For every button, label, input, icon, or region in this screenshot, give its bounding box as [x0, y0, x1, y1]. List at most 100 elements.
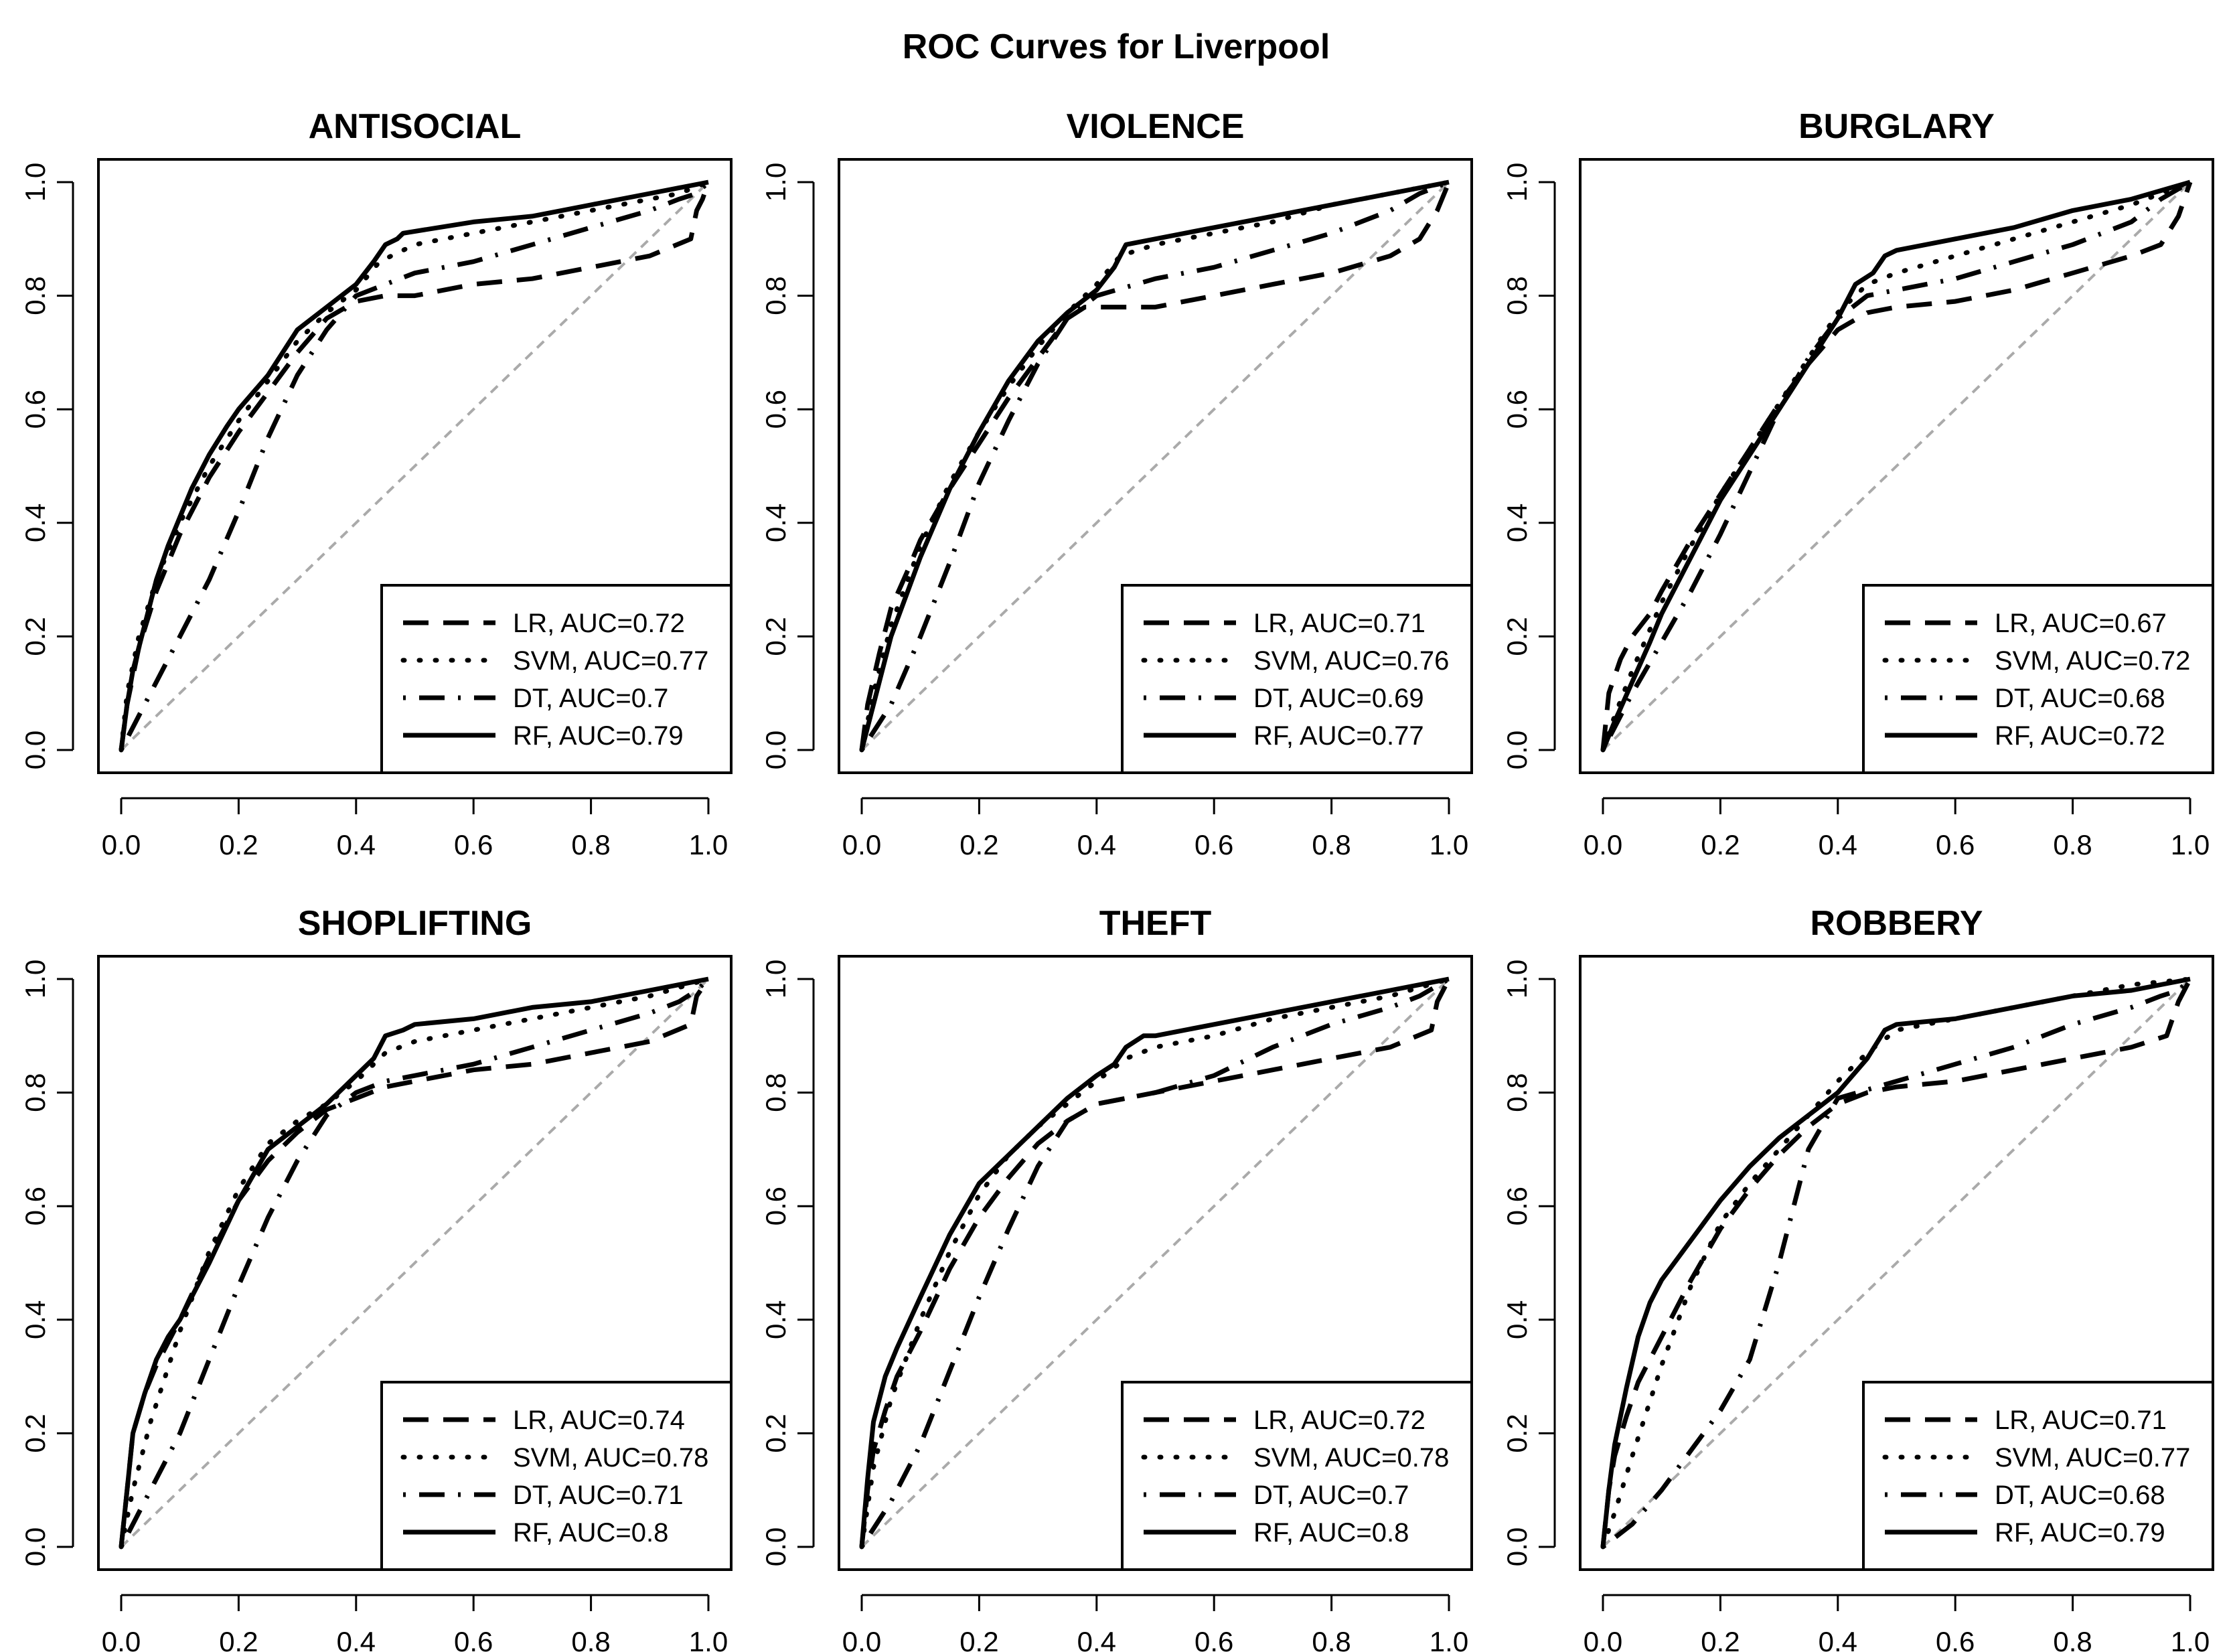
legend-label-svm: SVM, AUC=0.76 — [1253, 646, 1449, 676]
roc-curve-rf — [1600, 179, 2191, 751]
roc-curve-svm — [859, 976, 1452, 1550]
reference-diagonal — [1602, 181, 2191, 751]
roc-curve-dt — [119, 180, 710, 751]
y-tick-label: 0.6 — [760, 390, 791, 429]
legend-label-dt: DT, AUC=0.7 — [1253, 1481, 1409, 1510]
x-tick-label: 0.6 — [454, 1626, 493, 1652]
y-tick-label: 0.8 — [760, 276, 791, 315]
legend-label-dt: DT, AUC=0.68 — [1995, 1481, 2165, 1510]
panel-title: SHOPLIFTING — [298, 904, 532, 943]
x-tick-label: 0.8 — [2053, 1626, 2092, 1652]
legend-box — [380, 1381, 733, 1571]
legend-box — [1121, 584, 1473, 774]
y-tick-label: 0.4 — [760, 504, 791, 542]
y-tick-label: 1.0 — [1501, 163, 1533, 202]
panel-theft: THEFT 0.0 0.2 0.4 0.6 0.8 1.0 0.0 0.2 0.4 0.6 0.8 1.… — [760, 904, 1473, 1652]
legend-label-svm: SVM, AUC=0.77 — [513, 646, 708, 676]
panel-title: VIOLENCE — [1067, 107, 1245, 146]
y-tick-label: 0.4 — [1501, 504, 1533, 542]
y-tick-label: 0.8 — [1501, 276, 1533, 315]
x-tick-label: 0.6 — [1936, 829, 1975, 860]
figure-title: ROC Curves for Liverpool — [903, 27, 1330, 66]
y-tick-label: 0.4 — [760, 1300, 791, 1339]
x-tick-label: 0.6 — [454, 829, 493, 860]
x-tick-label: 0.8 — [2053, 829, 2092, 860]
legend-label-dt: DT, AUC=0.71 — [513, 1481, 684, 1510]
y-tick-label: 0.0 — [760, 731, 791, 769]
roc-curve-rf — [1600, 976, 2191, 1548]
panel-robbery: ROBBERY 0.0 0.2 0.4 0.6 0.8 1.0 0.0 0.2 0.4 0.6 0.8… — [1501, 904, 2214, 1652]
x-tick-label: 0.6 — [1195, 1626, 1233, 1652]
panel-title: ROBBERY — [1810, 904, 1983, 943]
roc-curve-svm — [119, 976, 711, 1550]
legend: LR, AUC=0.72 SVM, AUC=0.78 DT, AUC=0.7 RF, … — [1121, 1381, 1473, 1571]
x-tick-label: 0.8 — [1312, 829, 1351, 860]
x-tick-label: 0.2 — [219, 829, 258, 860]
x-tick-label: 0.8 — [1312, 1626, 1351, 1652]
panel-title: THEFT — [1099, 904, 1212, 943]
legend-label-svm: SVM, AUC=0.72 — [1995, 646, 2190, 676]
x-tick-label: 0.6 — [1936, 1626, 1975, 1652]
y-tick-label: 0.8 — [19, 276, 51, 315]
x-tick-label: 0.4 — [1819, 1626, 1857, 1652]
legend-label-lr: LR, AUC=0.71 — [1995, 1406, 2167, 1435]
legend-box — [1121, 1381, 1473, 1571]
y-tick-label: 0.4 — [19, 1300, 51, 1339]
x-tick-label: 0.4 — [1077, 829, 1116, 860]
x-tick-label: 0.0 — [1584, 829, 1622, 860]
x-tick-label: 0.6 — [1195, 829, 1233, 860]
legend-label-svm: SVM, AUC=0.78 — [513, 1443, 708, 1473]
reference-diagonal — [1602, 978, 2191, 1548]
panel-antisocial: ANTISOCIAL 0.0 0.2 0.4 0.6 0.8 1.0 0.0 0.2 0.4 0.6… — [19, 107, 733, 860]
y-tick-label: 0.8 — [1501, 1073, 1533, 1112]
y-tick-label: 0.0 — [1501, 731, 1533, 769]
roc-curve-rf — [859, 976, 1450, 1548]
y-tick-label: 0.6 — [1501, 1187, 1533, 1225]
panel-violence: VIOLENCE 0.0 0.2 0.4 0.6 0.8 1.0 0.0 0.2 0.4 0.6 0.… — [760, 107, 1473, 860]
legend-label-dt: DT, AUC=0.68 — [1995, 684, 2165, 713]
y-tick-label: 0.4 — [1501, 1300, 1533, 1339]
x-tick-label: 0.2 — [959, 829, 998, 860]
y-tick-label: 0.6 — [19, 1187, 51, 1225]
x-tick-label: 0.2 — [959, 1626, 998, 1652]
x-tick-label: 1.0 — [1430, 829, 1468, 860]
x-tick-label: 0.4 — [1819, 829, 1857, 860]
x-tick-label: 0.2 — [1701, 1626, 1740, 1652]
roc-curve-rf — [859, 179, 1450, 751]
legend-label-dt: DT, AUC=0.7 — [513, 684, 668, 713]
reference-diagonal — [120, 978, 710, 1548]
legend: LR, AUC=0.71 SVM, AUC=0.77 DT, AUC=0.68 RF,… — [1862, 1381, 2214, 1571]
x-tick-label: 0.2 — [219, 1626, 258, 1652]
legend-box — [1862, 584, 2214, 774]
panel-title: BURGLARY — [1798, 107, 1995, 146]
panel-shoplifting: SHOPLIFTING 0.0 0.2 0.4 0.6 0.8 1.0 0.0 0.2 0.4 0.… — [19, 904, 733, 1652]
legend-label-dt: DT, AUC=0.69 — [1253, 684, 1424, 713]
legend: LR, AUC=0.72 SVM, AUC=0.77 DT, AUC=0.7 RF, … — [380, 584, 733, 774]
legend-label-rf: RF, AUC=0.77 — [1253, 721, 1424, 751]
legend-label-svm: SVM, AUC=0.78 — [1253, 1443, 1449, 1473]
y-tick-label: 0.0 — [760, 1527, 791, 1566]
reference-diagonal — [860, 181, 1450, 751]
y-tick-label: 0.0 — [19, 731, 51, 769]
y-tick-label: 0.2 — [760, 1414, 791, 1452]
x-tick-label: 1.0 — [2171, 1626, 2210, 1652]
panel-burglary: BURGLARY 0.0 0.2 0.4 0.6 0.8 1.0 0.0 0.2 0.4 0.6 0.… — [1501, 107, 2214, 860]
roc-curve-lr — [1600, 978, 2193, 1548]
y-tick-label: 1.0 — [19, 960, 51, 998]
y-tick-label: 0.6 — [760, 1187, 791, 1225]
panel-title: ANTISOCIAL — [309, 107, 522, 146]
x-tick-label: 1.0 — [689, 1626, 728, 1652]
x-tick-label: 0.8 — [571, 1626, 610, 1652]
y-tick-label: 0.0 — [1501, 1527, 1533, 1566]
y-tick-label: 1.0 — [19, 163, 51, 202]
roc-curve-rf — [119, 179, 709, 751]
roc-curve-dt — [860, 179, 1450, 751]
x-tick-label: 0.4 — [337, 1626, 376, 1652]
reference-diagonal — [860, 978, 1450, 1548]
y-tick-label: 0.2 — [19, 617, 51, 656]
y-tick-label: 0.2 — [19, 1414, 51, 1452]
x-tick-label: 1.0 — [1430, 1626, 1468, 1652]
x-tick-label: 0.4 — [337, 829, 376, 860]
x-tick-label: 0.0 — [102, 1626, 141, 1652]
